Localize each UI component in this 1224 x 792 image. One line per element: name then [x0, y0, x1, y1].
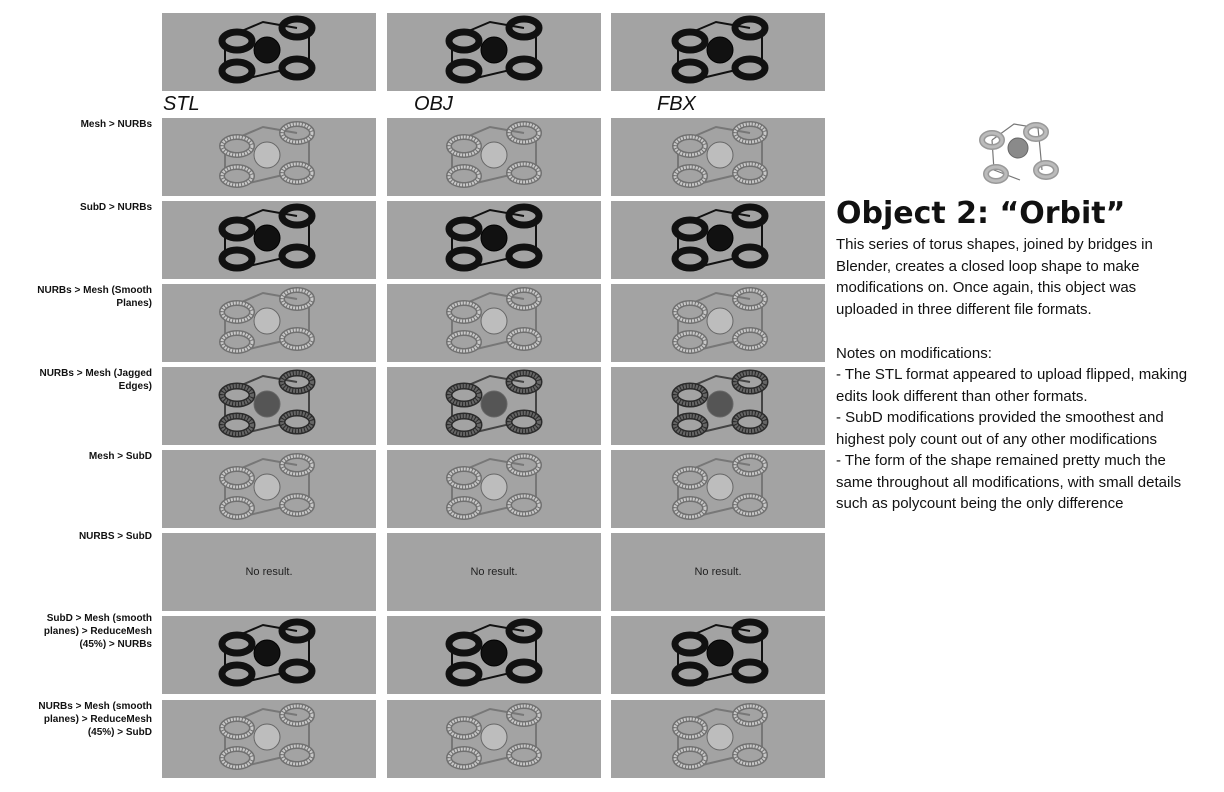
- result-cell-obj: [387, 616, 601, 694]
- orbit-model-render: [671, 203, 769, 272]
- orbit-model-render: [219, 453, 315, 520]
- result-cell-fbx: [611, 616, 825, 694]
- orbit-model-render: [445, 618, 543, 687]
- result-cell-obj: [387, 13, 601, 91]
- result-cell-fbx: No result.: [611, 533, 825, 611]
- result-cell-obj: [387, 367, 601, 445]
- orbit-model-render: [671, 15, 769, 84]
- result-cell-stl: No result.: [162, 533, 376, 611]
- orbit-model-render: [446, 703, 542, 770]
- row-label: SubD > NURBs: [80, 202, 152, 213]
- result-cell-obj: [387, 284, 601, 362]
- row-label: NURBs > Mesh (Jagged Edges): [39, 368, 152, 392]
- orbit-model-render: [446, 453, 542, 520]
- orbit-model-render: [218, 369, 316, 438]
- no-result-text: No result.: [694, 566, 742, 578]
- result-cell-stl: [162, 367, 376, 445]
- orbit-model-render: [445, 15, 543, 84]
- result-cell-fbx: [611, 118, 825, 196]
- notes-heading: Notes on modifications:: [836, 345, 992, 362]
- note-item: - SubD modifications provided the smooth…: [836, 409, 1164, 448]
- result-cell-stl: [162, 450, 376, 528]
- result-cell-fbx: [611, 13, 825, 91]
- no-result-text: No result.: [470, 566, 518, 578]
- orbit-model-render: [671, 369, 769, 438]
- row-label: NURBs > Mesh (smooth planes) > ReduceMes…: [38, 701, 152, 738]
- orbit-model-render: [672, 703, 768, 770]
- no-result-text: No result.: [245, 566, 293, 578]
- result-cell-fbx: [611, 201, 825, 279]
- orbit-model-render: [219, 121, 315, 188]
- result-cell-obj: No result.: [387, 533, 601, 611]
- result-cell-obj: [387, 700, 601, 778]
- orbit-model-render: [672, 121, 768, 188]
- description-paragraph: This series of torus shapes, joined by b…: [836, 236, 1153, 318]
- result-cell-obj: [387, 450, 601, 528]
- row-label: NURBs > Mesh (Smooth Planes): [37, 285, 152, 309]
- orbit-model-render: [445, 369, 543, 438]
- orbit-model-render: [672, 453, 768, 520]
- result-cell-obj: [387, 118, 601, 196]
- result-cell-stl: [162, 700, 376, 778]
- orbit-model-render: [446, 287, 542, 354]
- note-item: - The STL format appeared to upload flip…: [836, 366, 1188, 405]
- result-cell-stl: [162, 284, 376, 362]
- result-cell-stl: [162, 616, 376, 694]
- row-label: Mesh > NURBs: [80, 119, 152, 130]
- result-cell-stl: [162, 118, 376, 196]
- result-cell-obj: [387, 201, 601, 279]
- result-cell-fbx: [611, 700, 825, 778]
- note-item: - The form of the shape remained pretty …: [836, 452, 1182, 512]
- orbit-model-render: [218, 203, 316, 272]
- orbit-thumbnail-image: [979, 122, 1059, 184]
- orbit-model-render: [671, 618, 769, 687]
- result-cell-stl: [162, 201, 376, 279]
- result-cell-fbx: [611, 367, 825, 445]
- orbit-model-render: [219, 287, 315, 354]
- orbit-model-render: [445, 203, 543, 272]
- orbit-model-render: [218, 618, 316, 687]
- orbit-model-render: [672, 287, 768, 354]
- page-title: Object 2: “Orbit”: [836, 196, 1126, 231]
- format-label-obj: OBJ: [414, 93, 453, 115]
- orbit-model-render: [218, 15, 316, 84]
- row-label: SubD > Mesh (smooth planes) > ReduceMesh…: [43, 613, 152, 650]
- result-cell-stl: [162, 13, 376, 91]
- result-cell-fbx: [611, 450, 825, 528]
- row-label: Mesh > SubD: [88, 451, 152, 462]
- format-label-stl: STL: [163, 93, 200, 115]
- row-label: NURBS > SubD: [78, 531, 152, 542]
- result-cell-fbx: [611, 284, 825, 362]
- format-label-fbx: FBX: [657, 93, 696, 115]
- orbit-model-render: [446, 121, 542, 188]
- orbit-model-render: [219, 703, 315, 770]
